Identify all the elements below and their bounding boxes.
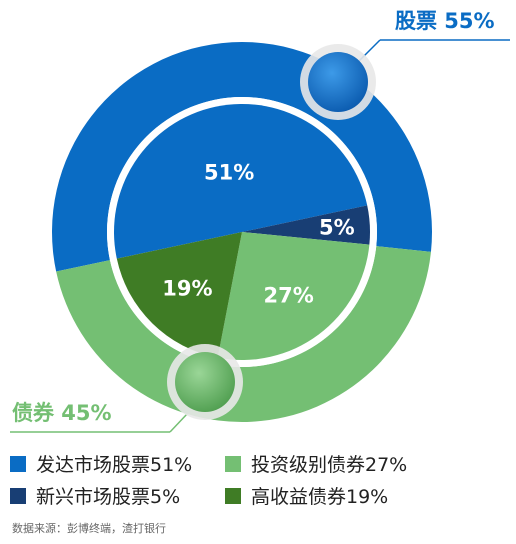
legend-label: 新兴市场股票5% — [36, 486, 181, 508]
pie-slice-0 — [114, 104, 368, 259]
legend-swatch — [10, 455, 26, 472]
pie-slice-1 — [242, 205, 370, 245]
legend-item-ig-bonds: 投资级别债券27% — [225, 450, 407, 477]
pie-slice-3 — [116, 232, 242, 358]
legend-label: 发达市场股票51% — [36, 454, 193, 476]
legend-label: 投资级别债券27% — [251, 454, 408, 476]
pie-slice-label-3: 19% — [162, 277, 212, 301]
legend-label: 高收益债券19% — [251, 486, 389, 508]
bonds-bubble — [175, 352, 235, 412]
outer-ring-segment-1 — [56, 246, 431, 423]
inner-pie — [114, 104, 370, 360]
pie-slice-label-1: 5% — [319, 216, 355, 240]
pie-slice-label-0: 51% — [204, 160, 254, 184]
pie-slice-label-2: 27% — [263, 284, 313, 308]
outer-label-bonds: 债券 45% — [12, 401, 112, 425]
legend-swatch — [225, 455, 241, 472]
legend-swatch — [225, 487, 241, 504]
legend-item-high-yield: 高收益债券19% — [225, 482, 388, 509]
stocks-bubble — [308, 52, 368, 112]
legend-item-em-equity: 新兴市场股票5% — [10, 482, 180, 509]
outer-label-stocks: 股票 55% — [395, 9, 495, 33]
pie-slice-2 — [217, 232, 370, 360]
legend-item-developed-equity: 发达市场股票51% — [10, 450, 192, 477]
data-source: 数据来源：彭博终端，渣打银行 — [12, 522, 166, 535]
pie-labels: 51% 5% 27% 19% — [162, 160, 354, 307]
legend-swatch — [10, 487, 26, 504]
